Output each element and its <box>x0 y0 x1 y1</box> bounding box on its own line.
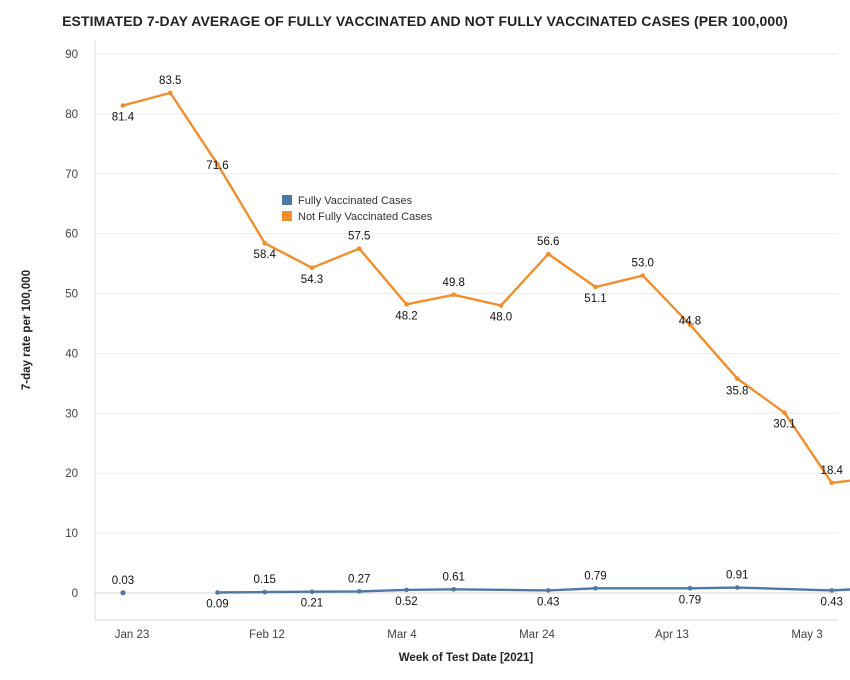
y-tick-label: 60 <box>65 229 78 241</box>
data-point <box>829 588 835 593</box>
y-tick-label: 80 <box>65 109 78 121</box>
series-line <box>217 586 850 594</box>
x-axis-title: Week of Test Date [2021] <box>399 652 534 664</box>
data-point <box>404 587 409 593</box>
data-label: 81.4 <box>112 112 135 124</box>
data-label: 0.27 <box>348 573 370 585</box>
data-point <box>640 273 646 278</box>
data-label: 0.52 <box>395 596 417 608</box>
legend-label: Fully Vaccinated Cases <box>298 195 413 207</box>
data-label: 30.1 <box>773 419 795 431</box>
data-point <box>262 589 268 595</box>
data-point <box>829 480 835 486</box>
series-line <box>122 91 850 484</box>
y-tick-label: 70 <box>65 169 78 181</box>
data-point <box>687 585 693 591</box>
x-tick-label: Apr 13 <box>655 629 689 641</box>
data-point <box>356 246 362 251</box>
series-points <box>120 90 835 596</box>
data-labels: 81.4 83.5 71.6 58.4 54.3 57.5 48.2 49.8 48.0 56.6… <box>112 75 844 611</box>
data-point <box>356 589 362 594</box>
y-tick-label: 10 <box>65 528 78 540</box>
data-point <box>120 103 126 108</box>
data-label: 83.5 <box>159 75 181 87</box>
data-point <box>215 590 220 595</box>
data-point <box>215 161 220 167</box>
legend: Fully Vaccinated Cases Not Fully Vaccinat… <box>282 195 433 223</box>
data-label: 49.8 <box>443 277 465 289</box>
data-label: 57.5 <box>348 231 370 243</box>
data-point <box>734 376 740 381</box>
data-label: 35.8 <box>726 386 748 398</box>
data-label: 44.8 <box>679 316 701 328</box>
data-label: 0.91 <box>726 570 748 582</box>
data-label: 56.6 <box>537 236 559 248</box>
data-label: 71.6 <box>206 160 228 172</box>
data-point <box>545 251 551 257</box>
y-tick-label: 30 <box>65 408 78 420</box>
grid-lines <box>94 40 838 621</box>
data-point <box>309 589 315 595</box>
data-point <box>734 585 740 590</box>
y-axis: 0 10 20 30 40 50 60 70 80 90 <box>65 49 78 600</box>
x-tick-label: May 3 <box>791 629 822 641</box>
data-label: 0.03 <box>112 575 134 587</box>
data-point <box>451 292 457 298</box>
legend-swatch <box>282 195 292 205</box>
data-point <box>545 588 551 593</box>
data-point <box>262 240 268 246</box>
data-point <box>498 303 504 308</box>
data-label: 0.15 <box>254 574 276 586</box>
x-tick-label: Mar 24 <box>519 629 555 641</box>
data-label: 51.1 <box>584 293 606 305</box>
data-label: 48.0 <box>490 312 512 324</box>
data-point <box>593 585 598 591</box>
data-point <box>687 322 693 327</box>
x-tick-label: Mar 4 <box>387 629 417 641</box>
data-label: 48.2 <box>395 310 417 322</box>
data-label: 0.43 <box>821 596 843 608</box>
y-axis-title: 7-day rate per 100,000 <box>21 270 33 390</box>
data-point <box>309 265 315 271</box>
legend-swatch <box>282 211 292 221</box>
series-lines <box>122 91 850 594</box>
data-label: 58.4 <box>254 249 277 261</box>
x-tick-label: Feb 12 <box>249 629 285 641</box>
legend-label: Not Fully Vaccinated Cases <box>298 211 433 223</box>
data-point <box>451 587 457 592</box>
data-label: 0.21 <box>301 598 323 610</box>
data-label: 0.61 <box>443 571 465 583</box>
data-label: 0.79 <box>584 570 606 582</box>
data-point <box>782 410 787 416</box>
y-tick-label: 50 <box>65 289 78 301</box>
data-label: 54.3 <box>301 274 323 286</box>
data-point <box>593 284 598 290</box>
y-tick-label: 40 <box>65 348 78 360</box>
y-tick-label: 20 <box>65 468 78 480</box>
data-point <box>120 590 126 596</box>
data-label: 53.0 <box>632 258 654 270</box>
data-label: 18.4 <box>821 465 844 477</box>
y-tick-label: 0 <box>72 588 78 600</box>
chart-title: ESTIMATED 7-DAY AVERAGE OF FULLY VACCINA… <box>62 13 788 29</box>
data-label: 0.09 <box>206 598 228 610</box>
x-tick-label: Jan 23 <box>115 629 150 641</box>
data-point <box>167 90 173 96</box>
data-label: 0.79 <box>679 594 701 606</box>
y-tick-label: 90 <box>65 49 78 61</box>
data-point <box>404 302 409 307</box>
data-label: 0.43 <box>537 596 559 608</box>
